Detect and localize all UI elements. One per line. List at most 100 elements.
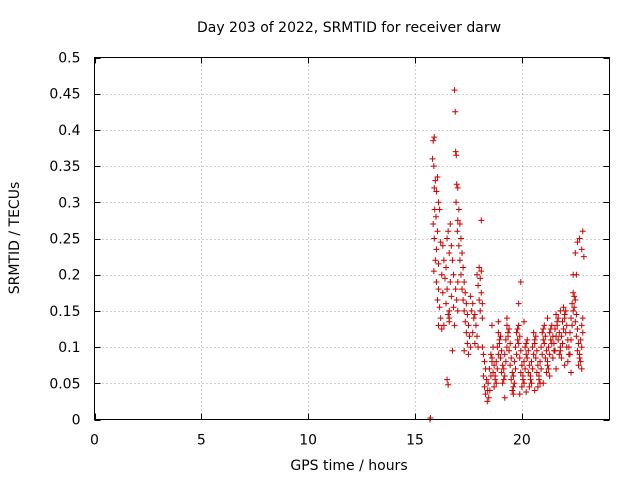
- data-point: [488, 354, 495, 361]
- data-point: [467, 293, 474, 300]
- data-point: [550, 340, 557, 347]
- data-point: [450, 271, 457, 278]
- data-point: [548, 322, 555, 329]
- data-point: [534, 383, 541, 390]
- data-point: [430, 268, 437, 275]
- data-point: [479, 300, 486, 307]
- data-point: [471, 311, 478, 318]
- data-point: [469, 300, 476, 307]
- y-tick-label: 0.15: [49, 304, 80, 320]
- data-point: [454, 184, 461, 191]
- data-point: [539, 351, 546, 358]
- data-point: [495, 329, 502, 336]
- data-point: [573, 311, 580, 318]
- data-point: [448, 242, 455, 249]
- data-point: [576, 235, 583, 242]
- data-point: [579, 315, 586, 322]
- data-point: [462, 318, 469, 325]
- data-point: [525, 347, 532, 354]
- data-point: [552, 347, 559, 354]
- data-point: [532, 354, 539, 361]
- data-point: [519, 373, 526, 380]
- data-point: [454, 217, 461, 224]
- data-point: [571, 293, 578, 300]
- data-point: [557, 347, 564, 354]
- data-point: [510, 373, 517, 380]
- data-point: [524, 336, 531, 343]
- data-point: [443, 264, 450, 271]
- data-point: [538, 365, 545, 372]
- data-point: [499, 380, 506, 387]
- grid-lines: [94, 57, 610, 420]
- data-point: [511, 380, 518, 387]
- data-point: [573, 271, 580, 278]
- data-point: [511, 358, 518, 365]
- data-point: [553, 333, 560, 340]
- data-point: [578, 322, 585, 329]
- data-point: [432, 177, 439, 184]
- data-point: [502, 336, 509, 343]
- data-point: [528, 380, 535, 387]
- data-point: [469, 329, 476, 336]
- data-point: [566, 329, 573, 336]
- y-tick-label: 0: [72, 413, 81, 429]
- data-point: [493, 358, 500, 365]
- data-point: [482, 391, 489, 398]
- data-point: [494, 365, 501, 372]
- data-point: [440, 322, 447, 329]
- y-tick-label: 0.4: [58, 123, 80, 139]
- data-point: [521, 318, 528, 325]
- data-point: [533, 347, 540, 354]
- data-point: [461, 278, 468, 285]
- data-point: [434, 173, 441, 180]
- data-point: [531, 387, 538, 394]
- data-point: [507, 340, 514, 347]
- data-point: [461, 307, 468, 314]
- data-point: [466, 333, 473, 340]
- data-point: [554, 322, 561, 329]
- data-point: [503, 315, 510, 322]
- data-point: [481, 358, 488, 365]
- data-point: [540, 336, 547, 343]
- data-point: [484, 398, 491, 405]
- data-point: [493, 380, 500, 387]
- y-tick-label: 0.3: [58, 195, 80, 211]
- x-axis-label: GPS time / hours: [290, 458, 407, 474]
- data-point: [495, 351, 502, 358]
- data-point: [479, 315, 486, 322]
- data-point: [499, 362, 506, 369]
- data-point: [527, 373, 534, 380]
- data-point: [436, 304, 443, 311]
- data-point: [456, 221, 463, 228]
- data-point: [471, 340, 478, 347]
- data-point: [497, 333, 504, 340]
- data-point: [446, 315, 453, 322]
- data-point: [480, 373, 487, 380]
- data-point: [500, 376, 507, 383]
- data-point: [517, 278, 524, 285]
- data-point: [508, 354, 515, 361]
- data-point: [572, 318, 579, 325]
- data-point: [431, 235, 438, 242]
- data-point: [573, 333, 580, 340]
- data-point: [510, 391, 517, 398]
- data-point: [528, 358, 535, 365]
- data-point: [523, 351, 530, 358]
- data-point: [441, 275, 448, 282]
- data-point: [515, 300, 522, 307]
- data-point: [432, 257, 439, 264]
- data-point: [541, 340, 548, 347]
- data-point: [430, 221, 437, 228]
- data-point: [480, 351, 487, 358]
- data-point: [521, 380, 528, 387]
- data-point: [436, 206, 443, 213]
- data-point: [491, 383, 498, 390]
- data-point: [444, 286, 451, 293]
- data-point: [449, 347, 456, 354]
- data-point: [501, 351, 508, 358]
- data-point: [440, 257, 447, 264]
- data-point: [558, 333, 565, 340]
- x-tick-label: 10: [299, 433, 317, 449]
- data-point: [464, 340, 471, 347]
- data-point: [556, 329, 563, 336]
